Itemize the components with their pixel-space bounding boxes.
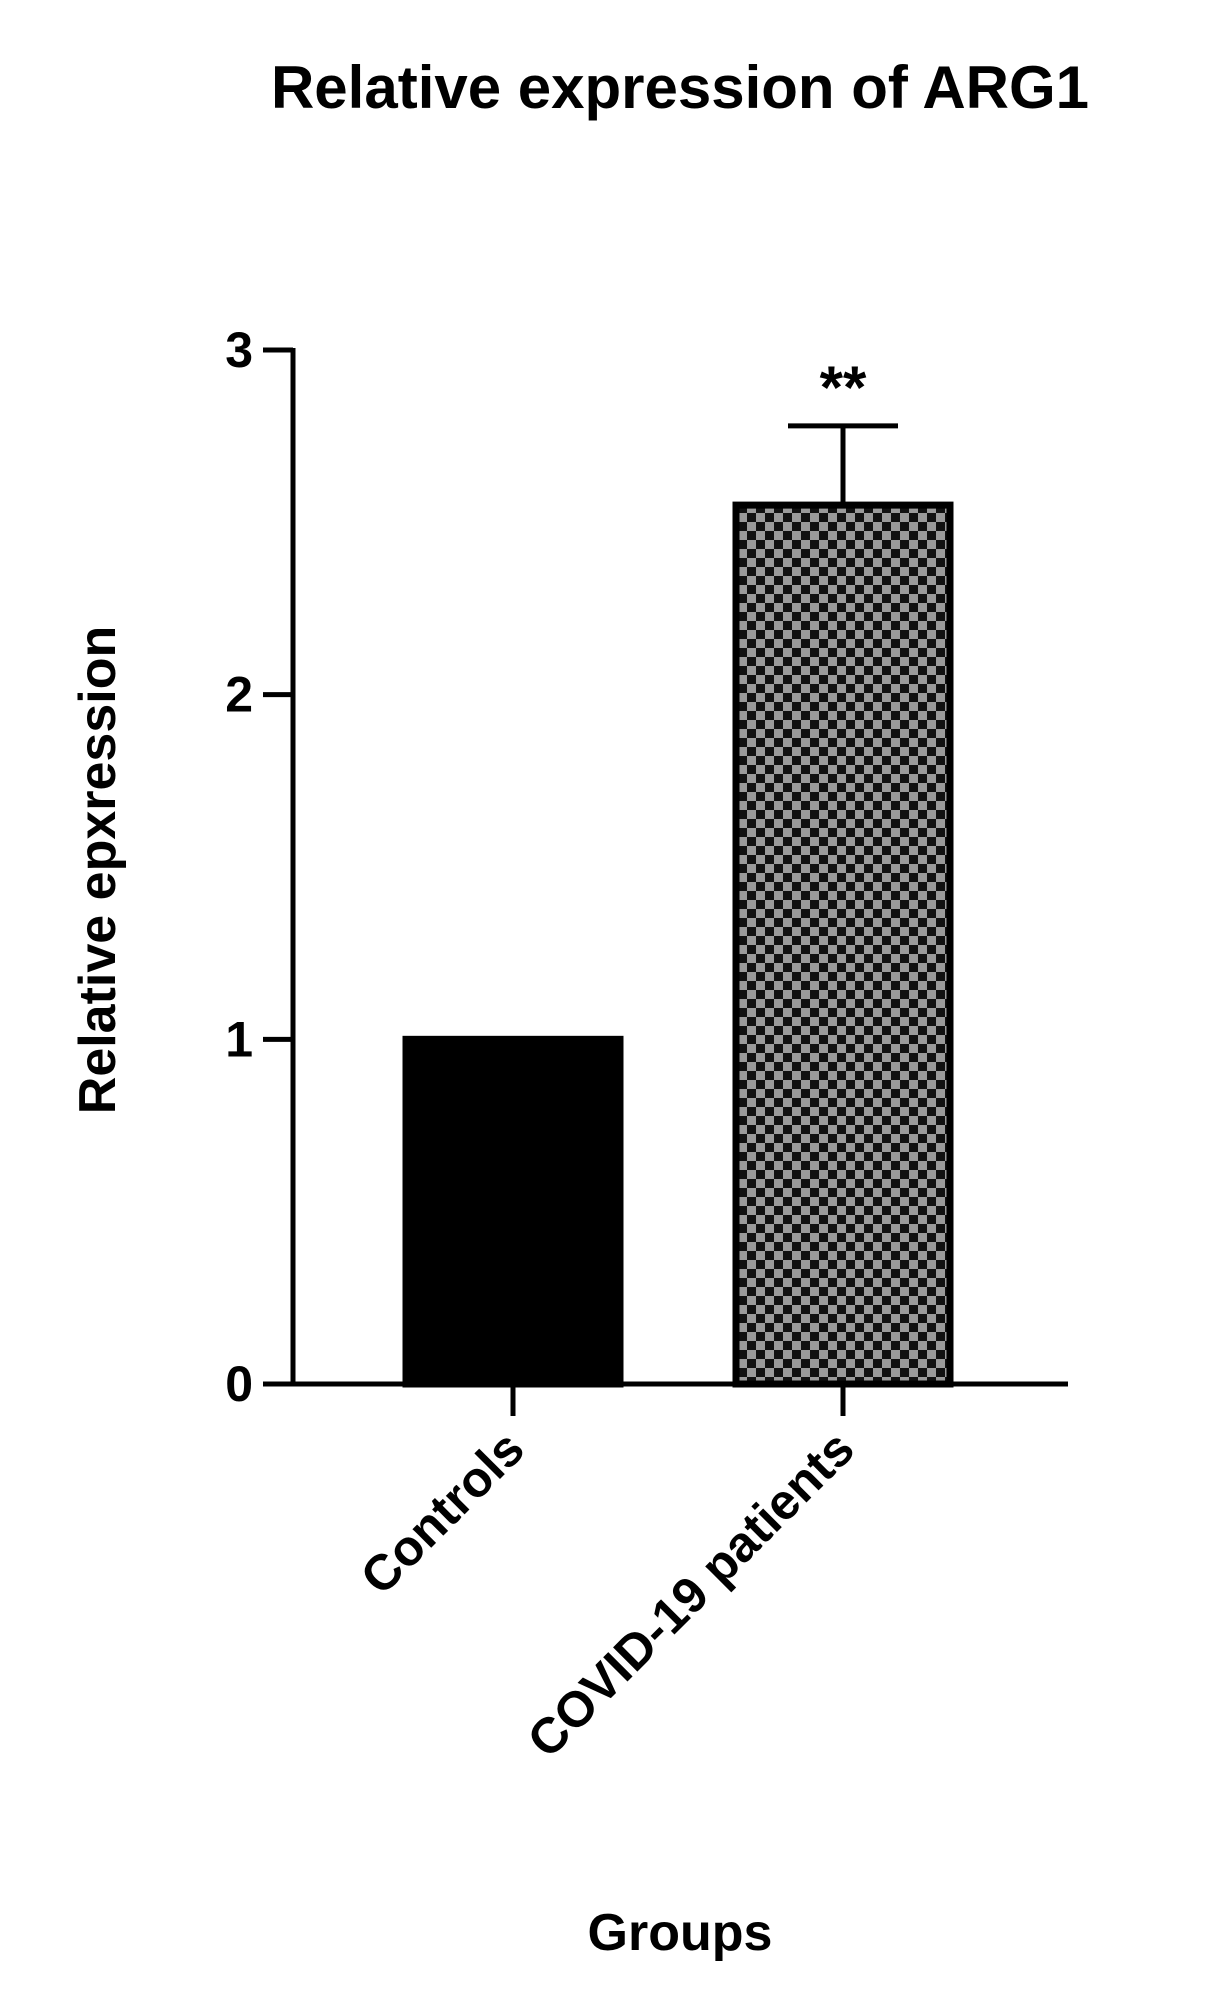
bar-covid19-patients (732, 501, 954, 1388)
y-tick-label: 3 (225, 322, 253, 378)
x-tick-label: Controls (350, 1420, 535, 1605)
y-tick-label: 1 (225, 1011, 253, 1067)
y-axis-label: Relative epxression (69, 626, 127, 1114)
y-tick-label: 2 (225, 667, 253, 723)
x-tick-label: COVID-19 patients (517, 1420, 865, 1768)
y-tick-label: 0 (225, 1356, 253, 1412)
x-axis-label: Groups (588, 1904, 773, 1962)
chart-title: Relative expression of ARG1 (271, 54, 1089, 121)
significance-marker: ** (820, 354, 867, 421)
bar-controls (402, 1035, 624, 1388)
